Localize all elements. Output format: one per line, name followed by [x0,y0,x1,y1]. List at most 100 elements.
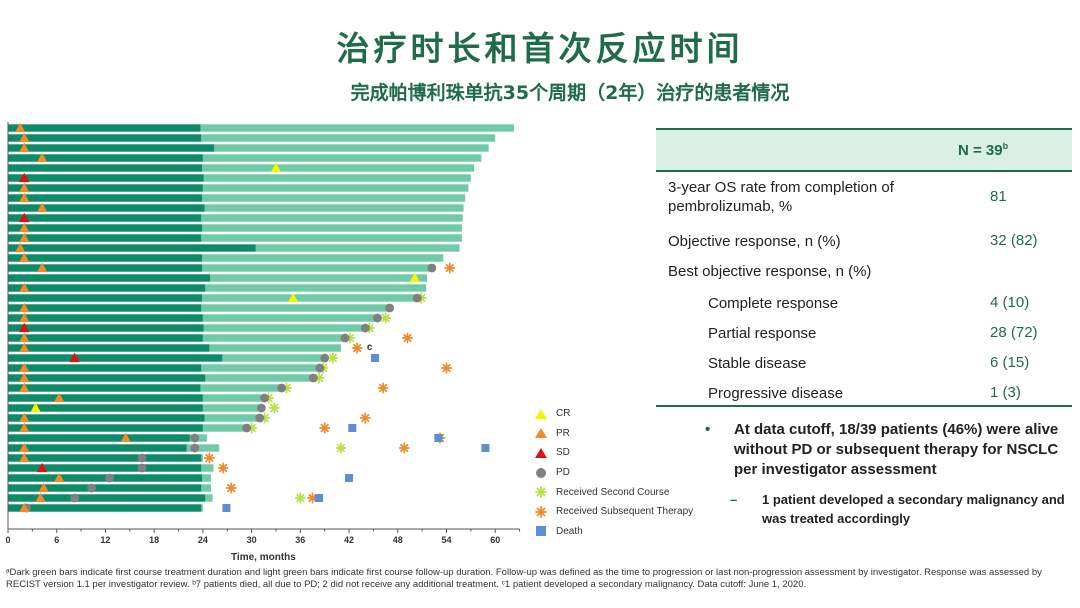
legend-item: Death [533,522,693,542]
follow-up-bar [201,464,214,472]
pr-marker [19,252,30,263]
pd-legend-icon [536,467,546,478]
pr-marker [19,182,30,193]
follow-up-bar [201,234,462,242]
follow-up-bar [202,474,211,482]
follow-up-bar [201,484,211,492]
pd-marker [412,293,422,303]
follow-up-bar [204,414,260,422]
sd-marker [69,352,80,363]
legend-item: Received Subsequent Therapy [533,502,693,522]
pr-legend-icon [535,428,547,439]
treatment-bar [8,304,202,312]
table-row-label: Progressive disease [708,385,844,402]
treatment-bar [8,214,202,222]
treatment-bar [8,444,187,452]
pr-marker [14,242,26,253]
x-tick-label: 6 [54,535,59,545]
treatment-bar [8,224,203,232]
pd-marker [427,263,437,273]
follow-up-bar [203,324,366,332]
cr-marker [270,162,282,173]
follow-up-bar [222,354,325,362]
subsequent-therapy-marker [217,462,229,474]
death-marker [481,444,490,452]
follow-up-bar [202,394,265,402]
pd-marker [260,393,269,403]
sd-marker [36,462,48,473]
pd-marker [190,443,200,453]
cr-marker [30,402,41,413]
pr-marker [53,392,65,403]
legend-label: Received Second Course [556,486,670,498]
treatment-bar [8,384,201,392]
pd-marker [315,363,325,373]
subsequent-therapy-marker [402,332,413,344]
subsequent-therapy-marker [444,262,456,274]
cr-marker [287,292,299,303]
footnote: ᵃDark green bars indicate first course t… [6,567,1042,590]
treatment-bar [8,364,202,372]
pr-marker [19,502,30,513]
pr-marker [19,362,30,373]
follow-up-bar [202,424,247,432]
pr-marker [14,122,26,133]
death-marker [345,474,354,482]
subsequent-therapy-marker [359,412,371,424]
legend-label: CR [556,408,571,420]
pr-marker [19,452,30,463]
sub-finding-text: 1 patient developed a secondary malignan… [762,492,1065,526]
pr-marker [36,152,48,163]
pd-marker [277,383,287,393]
death-marker [348,424,357,432]
table-row: Complete response 4 (10) [708,294,1030,312]
table-row-label: Stable disease [708,355,807,372]
pd-marker [320,353,330,363]
legend-item: PD [533,463,693,483]
pr-marker [19,222,30,233]
table-row: Progressive disease 1 (3) [708,384,1021,402]
follow-up-bar [202,224,462,232]
second-course-marker [380,312,392,324]
treatment-bar [8,374,206,382]
pd-marker [255,413,265,423]
summary-table: N = 39b 3-year OS rate from completion o… [656,128,1072,408]
x-tick-label: 36 [295,535,305,545]
pd-marker [385,303,395,313]
sd-legend-icon [535,447,547,458]
footnote-c-annotation: c [367,342,373,353]
pd-marker [308,373,318,383]
follow-up-bar [255,244,460,252]
pr-marker [19,382,30,393]
legend-item: PR [533,424,693,444]
follow-up-bar [200,384,282,392]
treatment-bar [8,184,203,192]
follow-up-bar [205,374,314,382]
treatment-bar [8,464,202,472]
chart-legend: CR PR SD PD Received Second Course Received S… [533,404,693,541]
pr-marker [120,432,131,443]
second-course-marker [268,402,280,414]
legend-label: SD [556,447,570,459]
legend-item: Received Second Course [533,482,693,502]
follow-up-bar [201,134,496,142]
pr-marker [19,422,30,433]
treatment-bar [8,314,203,322]
legend-label: Received Subsequent Therapy [556,506,694,518]
table-header-n: N = 39b [958,141,1008,159]
treatment-bar [8,504,202,512]
subsequent-legend-icon [535,505,547,518]
key-finding-text: At data cutoff, 18/39 patients (46%) wer… [734,421,1059,478]
follow-up-bar [202,264,432,272]
x-tick-label: 30 [247,535,257,545]
treatment-bar [8,264,203,272]
second-course-marker [294,492,306,504]
follow-up-bar [202,164,475,172]
x-axis-title: Time, months [231,552,296,563]
bullet-icon: • [705,421,711,438]
follow-up-bar [201,214,463,222]
follow-up-bar [202,194,466,202]
treatment-bar [8,294,203,302]
second-course-marker [327,352,339,364]
follow-up-bar [214,144,489,152]
